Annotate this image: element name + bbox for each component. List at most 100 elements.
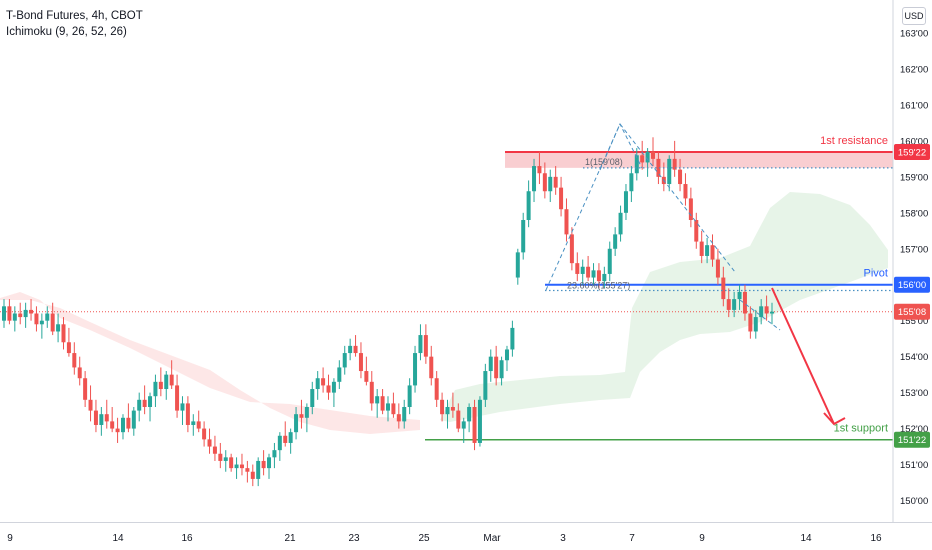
candle-body	[7, 306, 12, 321]
candle-body	[526, 191, 531, 220]
fib-100-label: 1(159'08)	[585, 157, 623, 167]
candle-body	[678, 169, 683, 185]
candles	[2, 137, 774, 487]
x-tick-label: 16	[870, 533, 882, 544]
price-tags: 159'22 156'00 155'08 151'22	[894, 144, 930, 448]
pivot-label: Pivot	[864, 268, 888, 280]
x-tick-label: 7	[629, 533, 635, 544]
chart-header: T-Bond Futures, 4h, CBOT Ichimoku (9, 26…	[6, 8, 143, 40]
y-tick-label: 162'00	[900, 64, 928, 75]
candle-body	[688, 198, 693, 220]
candle-body	[56, 324, 61, 332]
candle-body	[656, 158, 661, 177]
candle-body	[212, 446, 217, 454]
candle-body	[148, 396, 153, 407]
candle-body	[705, 245, 710, 256]
candle-body	[369, 381, 374, 404]
candle-body	[402, 407, 407, 422]
symbol-title[interactable]: T-Bond Futures, 4h, CBOT	[6, 10, 143, 22]
candle-body	[153, 381, 158, 397]
candle-body	[39, 320, 44, 325]
candle-body	[272, 450, 277, 458]
candle-body	[126, 417, 131, 429]
candle-body	[742, 291, 747, 314]
candle-body	[202, 428, 207, 440]
candle-body	[477, 399, 482, 443]
candle-body	[564, 209, 569, 235]
candle-body	[672, 158, 677, 170]
candle-body	[386, 403, 390, 411]
candle-body	[191, 421, 196, 425]
time-axis[interactable]: 9 14 16 21 23 25 Mar 3 7 9 14 16	[0, 522, 932, 545]
candle-body	[283, 435, 288, 443]
candle-body	[299, 414, 304, 418]
candle-body	[72, 353, 77, 368]
candle-body	[510, 327, 515, 350]
candle-body	[29, 309, 34, 314]
candle-body	[239, 464, 244, 469]
candle-body	[726, 299, 731, 310]
candle-body	[88, 399, 93, 411]
indicator-label[interactable]: Ichimoku (9, 26, 52, 26)	[6, 26, 127, 38]
candle-body	[23, 309, 28, 318]
candle-body	[18, 313, 23, 318]
candle-body	[50, 313, 55, 332]
last-price-tag-bg	[894, 303, 930, 320]
candle-body	[645, 151, 650, 163]
x-tick-label: 3	[560, 533, 566, 544]
candle-body	[537, 166, 542, 174]
candle-body	[288, 432, 293, 443]
candle-body	[175, 385, 180, 411]
candle-body	[640, 155, 645, 163]
candle-body	[2, 306, 6, 321]
candle-body	[721, 277, 726, 300]
candle-body	[618, 212, 623, 235]
candle-body	[759, 306, 764, 318]
candle-body	[185, 403, 190, 425]
y-tick-label: 150'00	[900, 496, 928, 507]
candle-body	[245, 468, 250, 472]
drawings: 1(159'08) 23.60%(155'27) 1st resistance Piv…	[545, 122, 893, 435]
candle-body	[715, 259, 720, 278]
price-axis-bg	[893, 0, 932, 550]
resistance-label: 1st resistance	[820, 135, 888, 147]
currency-button[interactable]: USD	[902, 7, 926, 25]
x-tick-label: 9	[7, 533, 13, 544]
candle-body	[575, 263, 580, 274]
candle-body	[456, 410, 461, 429]
candle-body	[207, 439, 212, 447]
resistance-price-tag-text: 159'22	[898, 148, 926, 159]
candle-body	[629, 173, 634, 192]
candle-body	[748, 313, 753, 332]
candle-body	[532, 166, 537, 192]
candle-body	[250, 471, 255, 479]
candle-body	[294, 414, 299, 433]
candle-body	[440, 399, 445, 415]
candle-body	[45, 313, 50, 321]
candle-body	[467, 407, 472, 422]
candle-body	[196, 421, 201, 429]
candle-body	[499, 360, 504, 379]
resistance-zone	[505, 152, 893, 168]
projection-arrow	[771, 287, 835, 425]
y-tick-label: 153'00	[900, 388, 928, 399]
candle-body	[158, 381, 163, 390]
candle-body	[488, 356, 493, 372]
candle-body	[737, 291, 742, 300]
pattern-inner	[599, 122, 643, 171]
support-price-tag-text: 151'22	[898, 435, 926, 446]
candle-body	[104, 414, 109, 422]
candle-body	[310, 389, 315, 407]
candle-body	[120, 417, 125, 433]
y-tick-label: 152'00	[900, 424, 928, 435]
x-tick-label: 16	[181, 533, 193, 544]
price-axis[interactable]: 163'00 162'00 161'00 160'00 159'00 158'00 157'…	[892, 0, 932, 550]
candle-body	[450, 407, 455, 411]
candle-body	[277, 435, 282, 451]
candle-body	[623, 191, 628, 213]
candle-body	[256, 460, 261, 479]
candle-body	[142, 399, 147, 407]
ichimoku-cloud	[0, 192, 888, 434]
candle-body	[218, 453, 223, 461]
